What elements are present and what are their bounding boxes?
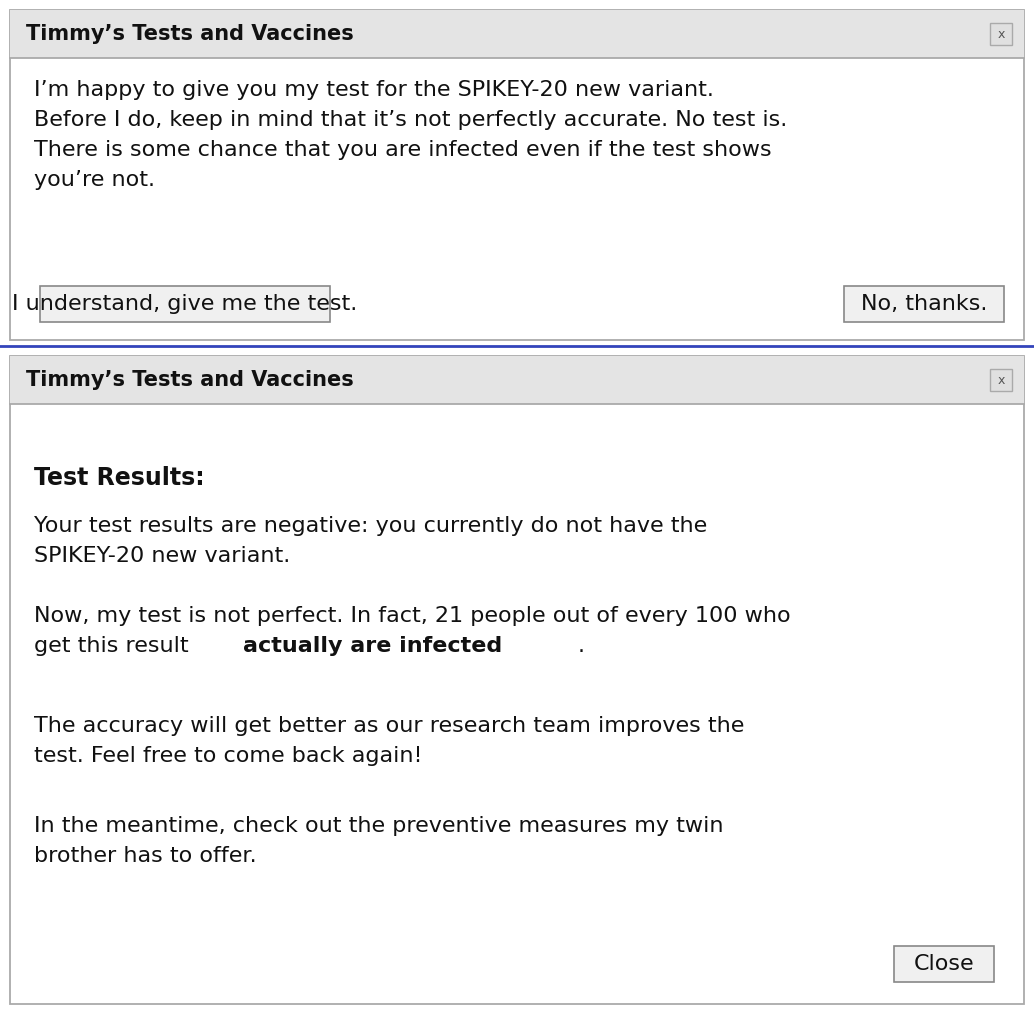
Text: There is some chance that you are infected even if the test shows: There is some chance that you are infect… bbox=[34, 140, 771, 160]
Text: In the meantime, check out the preventive measures my twin: In the meantime, check out the preventiv… bbox=[34, 816, 724, 836]
FancyBboxPatch shape bbox=[10, 10, 1024, 340]
Text: x: x bbox=[998, 27, 1005, 41]
Text: test. Feel free to come back again!: test. Feel free to come back again! bbox=[34, 746, 423, 766]
Text: Close: Close bbox=[914, 954, 974, 974]
FancyBboxPatch shape bbox=[10, 356, 1024, 404]
Text: The accuracy will get better as our research team improves the: The accuracy will get better as our rese… bbox=[34, 716, 744, 736]
Text: SPIKEY-20 new variant.: SPIKEY-20 new variant. bbox=[34, 546, 291, 566]
Text: x: x bbox=[998, 373, 1005, 386]
FancyBboxPatch shape bbox=[10, 356, 1024, 1004]
Text: Now, my test is not perfect. In fact, 21 people out of every 100 who: Now, my test is not perfect. In fact, 21… bbox=[34, 606, 791, 626]
Text: No, thanks.: No, thanks. bbox=[861, 294, 987, 314]
Text: Timmy’s Tests and Vaccines: Timmy’s Tests and Vaccines bbox=[26, 370, 354, 390]
Text: Your test results are negative: you currently do not have the: Your test results are negative: you curr… bbox=[34, 516, 707, 536]
FancyBboxPatch shape bbox=[894, 946, 994, 982]
FancyBboxPatch shape bbox=[10, 10, 1024, 58]
Text: Test Results:: Test Results: bbox=[34, 466, 205, 490]
Text: I understand, give me the test.: I understand, give me the test. bbox=[12, 294, 358, 314]
FancyBboxPatch shape bbox=[844, 286, 1004, 322]
Text: get this result: get this result bbox=[34, 636, 195, 656]
Text: Before I do, keep in mind that it’s not perfectly accurate. No test is.: Before I do, keep in mind that it’s not … bbox=[34, 110, 787, 130]
Text: .: . bbox=[577, 636, 584, 656]
Text: brother has to offer.: brother has to offer. bbox=[34, 846, 256, 866]
Text: you’re not.: you’re not. bbox=[34, 170, 155, 190]
FancyBboxPatch shape bbox=[40, 286, 330, 322]
FancyBboxPatch shape bbox=[990, 23, 1012, 45]
Text: actually are infected: actually are infected bbox=[243, 636, 501, 656]
FancyBboxPatch shape bbox=[990, 369, 1012, 391]
Text: I’m happy to give you my test for the SPIKEY-20 new variant.: I’m happy to give you my test for the SP… bbox=[34, 80, 713, 100]
Text: Timmy’s Tests and Vaccines: Timmy’s Tests and Vaccines bbox=[26, 24, 354, 44]
